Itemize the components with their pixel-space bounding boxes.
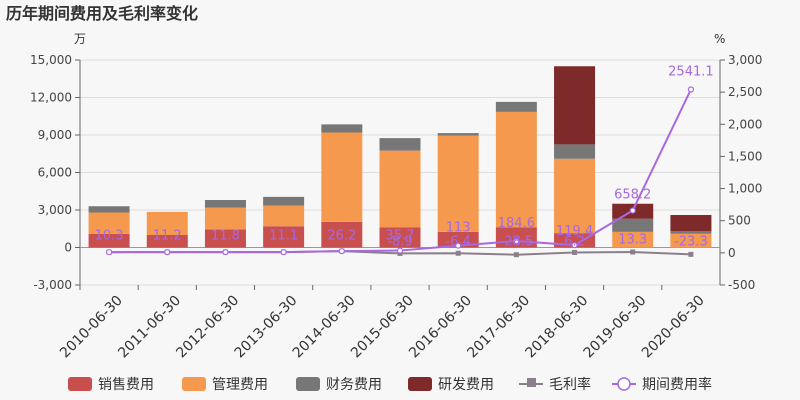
- right-tick-label: 0: [728, 246, 736, 260]
- point-毛利率: [513, 252, 519, 258]
- rate-data-label: 658.2: [614, 188, 651, 203]
- legend-swatch: [408, 377, 432, 391]
- bar-管理费用: [321, 132, 363, 222]
- right-tick-label: 2,000: [728, 117, 762, 131]
- bar-管理费用: [146, 211, 188, 235]
- left-tick-label: 12,000: [30, 91, 72, 105]
- point-毛利率: [572, 249, 578, 255]
- rate-data-label: 119.4: [556, 224, 593, 239]
- right-tick-label: 1,000: [728, 182, 762, 196]
- point-期间费用率: [396, 247, 404, 254]
- bar-管理费用: [379, 150, 421, 228]
- point-期间费用率: [513, 237, 520, 245]
- left-tick-label: -3,000: [33, 278, 72, 292]
- bar-财务费用: [263, 196, 305, 206]
- bar-销售费用: [204, 229, 246, 248]
- point-期间费用率: [571, 242, 578, 249]
- rate-data-label: 113: [446, 221, 471, 236]
- bar-财务费用: [321, 124, 363, 133]
- rate-data-label: 10.3: [95, 229, 124, 244]
- chart-title: 历年期间费用及毛利率变化: [6, 4, 198, 23]
- margin-data-label: 13.3: [618, 233, 647, 248]
- rate-data-label: 35.7: [386, 229, 415, 244]
- left-tick-label: 0: [64, 241, 72, 255]
- bar-管理费用: [612, 231, 654, 248]
- rate-data-label: 184.6: [498, 216, 535, 231]
- point-毛利率: [688, 251, 694, 257]
- right-tick-label: 1,500: [728, 149, 762, 163]
- right-tick-label: 2,500: [728, 85, 762, 99]
- rate-data-label: 11.8: [211, 229, 240, 244]
- point-毛利率: [455, 250, 461, 256]
- point-期间费用率: [105, 249, 113, 256]
- bar-财务费用: [495, 101, 537, 112]
- bar-财务费用: [612, 218, 654, 232]
- bar-管理费用: [554, 158, 596, 234]
- bar-销售费用: [321, 221, 363, 248]
- rate-data-label: 11.2: [153, 229, 182, 244]
- legend-label: 管理费用: [212, 377, 268, 393]
- bar-销售费用: [88, 233, 130, 248]
- point-期间费用率: [222, 248, 229, 256]
- point-期间费用率: [687, 86, 695, 93]
- legend-marker: [617, 377, 631, 391]
- legend-marker: [527, 378, 536, 387]
- bar-财务费用: [379, 138, 421, 151]
- right-tick-label: 3,000: [728, 53, 762, 67]
- bar-财务费用: [204, 200, 246, 208]
- bar-研发费用: [554, 66, 596, 145]
- right-axis-unit: %: [714, 32, 725, 46]
- point-期间费用率: [164, 249, 171, 256]
- bar-销售费用: [263, 226, 305, 248]
- bar-管理费用: [437, 135, 479, 232]
- point-期间费用率: [455, 242, 462, 249]
- legend-label: 研发费用: [438, 377, 494, 393]
- bar-销售费用: [146, 235, 188, 248]
- legend-swatch: [182, 377, 206, 391]
- x-tick-label: 2020-06-30: [639, 293, 708, 362]
- rate-data-label: 26.2: [327, 229, 356, 244]
- bar-管理费用: [88, 212, 130, 234]
- left-axis-unit: 万: [74, 32, 86, 46]
- rate-data-label: 2541.1: [668, 65, 714, 80]
- margin-data-label: -6.4: [445, 235, 470, 250]
- bar-财务费用: [88, 206, 130, 213]
- point-期间费用率: [338, 248, 345, 255]
- margin-data-label: -28.5: [500, 235, 534, 250]
- legend-label: 期间费用率: [642, 376, 712, 393]
- right-tick-label: 500: [728, 214, 751, 228]
- legend-label: 毛利率: [549, 376, 591, 393]
- margin-data-label: -23.3: [674, 235, 708, 250]
- legend-swatch: [296, 377, 320, 391]
- left-tick-label: 9,000: [38, 128, 72, 142]
- legend-swatch: [68, 377, 92, 391]
- bar-研发费用: [670, 215, 712, 232]
- bar-销售费用: [379, 227, 421, 248]
- margin-data-label: 6.2: [564, 235, 585, 250]
- bar-财务费用: [670, 231, 712, 234]
- right-tick-label: -500: [728, 278, 755, 292]
- legend-label: 销售费用: [98, 377, 154, 393]
- legend-label: 财务费用: [326, 377, 382, 393]
- left-tick-label: 15,000: [30, 53, 72, 67]
- bar-管理费用: [670, 233, 712, 248]
- point-期间费用率: [629, 207, 636, 214]
- bar-财务费用: [554, 144, 596, 159]
- point-期间费用率: [280, 249, 287, 256]
- left-tick-label: 3,000: [38, 203, 72, 217]
- bar-销售费用: [437, 231, 479, 248]
- left-tick-label: 6,000: [38, 166, 72, 180]
- bar-管理费用: [263, 205, 305, 227]
- margin-data-label: -8.9: [387, 235, 412, 250]
- bar-财务费用: [437, 133, 479, 136]
- bar-管理费用: [495, 111, 537, 228]
- rate-data-label: 11.1: [269, 229, 298, 244]
- bar-管理费用: [204, 207, 246, 230]
- point-毛利率: [630, 249, 636, 255]
